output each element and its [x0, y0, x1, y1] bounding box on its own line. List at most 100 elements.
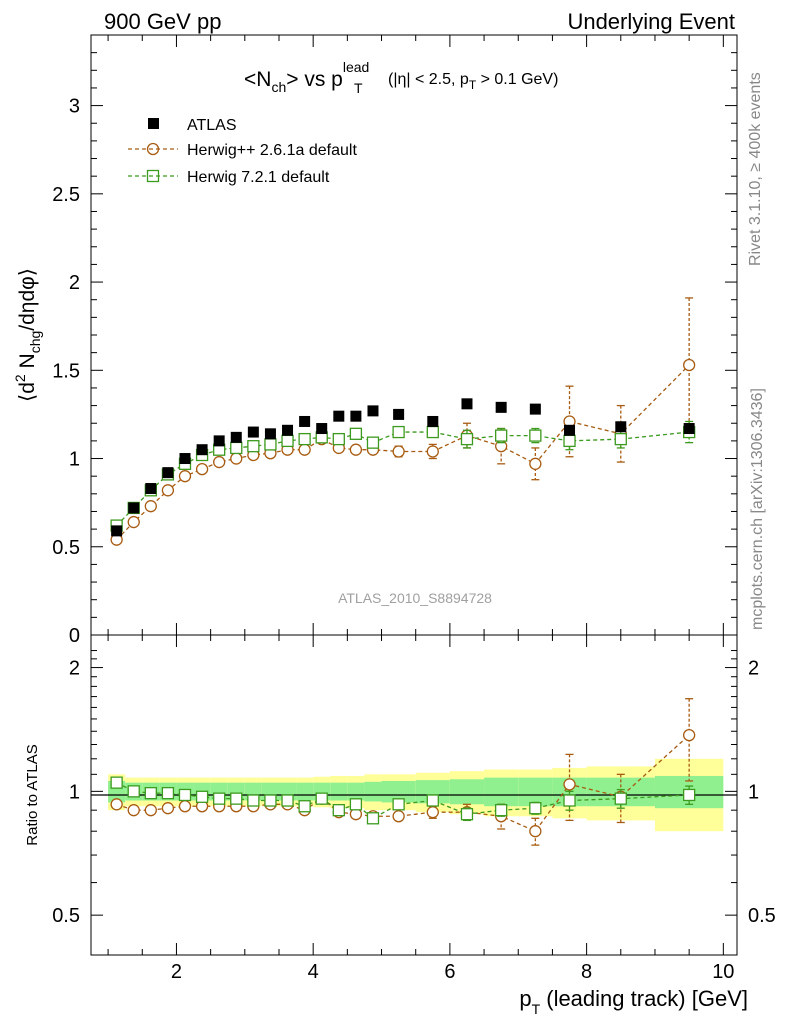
ratio-herwig7-point [195, 790, 209, 803]
herwig7-point [529, 429, 542, 442]
title-sup-lead: lead [343, 59, 369, 75]
atlas-point [282, 424, 294, 436]
title-cut1: (|η| < 2.5, p [388, 71, 469, 88]
ratio-herwig7-point [332, 804, 345, 817]
ratio-band-inner [381, 780, 416, 803]
ratio-herwig7-point [264, 794, 277, 807]
title-cuts: (|η| < 2.5, pT > 0.1 GeV) [388, 71, 558, 92]
ratio-herwig7-point [298, 800, 311, 813]
ratio-herwig7-point [563, 794, 576, 807]
atlas-point [333, 410, 345, 422]
herwigpp-point [349, 443, 363, 456]
ratio-herwig7-point [110, 776, 123, 789]
y-tick-label: 0.5 [52, 537, 80, 559]
legend-atlas-marker [148, 118, 159, 129]
ratio-herwig7-point [460, 808, 474, 821]
ratio-plot-frame [90, 634, 738, 956]
herwigpp-point [144, 500, 157, 513]
header-right: Underlying Event [567, 9, 735, 34]
ratio-herwig7-point [614, 792, 627, 805]
ratio-herwig7-point [682, 788, 696, 802]
y-tick-label: 1.5 [52, 360, 80, 382]
xlabel-b: (leading track) [GeV] [540, 986, 748, 1011]
herwigpp-point [682, 358, 696, 372]
ylabel-sub: chg [27, 331, 43, 354]
atlas-point [683, 423, 695, 435]
atlas-point [299, 415, 311, 427]
herwigpp-point [195, 462, 209, 476]
main-axis-ticks [91, 35, 737, 636]
analysis-watermark: ATLAS_2010_S8894728 [338, 590, 492, 606]
legend-herwig7-marker [146, 169, 160, 183]
atlas-point [213, 435, 225, 447]
ratio-y-tick-label: 2 [69, 658, 80, 680]
x-tick-label: 2 [171, 961, 182, 983]
ratio-band-inner [296, 782, 314, 801]
ratio-herwigpp-point [127, 804, 140, 817]
title-cut2: > 0.1 GeV) [476, 71, 558, 88]
ratio-band-inner [330, 782, 348, 801]
main-y-axis-label: ⟨d2 Nchg/dηdφ⟩ [12, 268, 43, 402]
ratio-herwigpp-point [110, 798, 123, 811]
ratio-herwig7-point [366, 812, 380, 825]
ylabel-a: ⟨d [16, 382, 39, 402]
herwigpp-point [213, 455, 226, 469]
atlas-point [247, 426, 259, 438]
ratio-herwig7-point [392, 798, 405, 811]
atlas-point [179, 453, 191, 465]
ratio-band-inner [449, 779, 485, 805]
main-plot-title: <Nch> vs plead [244, 59, 369, 95]
atlas-point [495, 401, 507, 413]
ratio-herwig7-point [127, 785, 140, 798]
atlas-point [393, 408, 405, 420]
legend-herwigpp-label: Herwig++ 2.6.1a default [187, 142, 357, 159]
title-sub-t: T [354, 80, 363, 96]
herwig7-point [426, 425, 439, 439]
ratio-herwig7-point [144, 786, 157, 800]
ratio-herwigpp-point [529, 825, 542, 838]
atlas-point [367, 405, 379, 417]
ratio-band-inner [415, 780, 450, 804]
header-left: 900 GeV pp [104, 9, 221, 34]
herwig7-point [264, 438, 277, 451]
main-y-tick-labels: 0 0.5 1 1.5 2 2.5 3 [52, 96, 80, 647]
ratio-herwigpp-point [161, 802, 175, 815]
atlas-point [615, 421, 627, 433]
atlas-point [111, 525, 123, 537]
ylabel-c: /dηdφ⟩ [16, 268, 39, 331]
herwig7-point [495, 429, 508, 442]
ratio-herwig7-point [230, 792, 243, 805]
atlas-point [529, 403, 541, 415]
title-cut-sub: T [469, 78, 477, 92]
herwigpp-point [529, 457, 542, 470]
ratio-herwigpp-point [426, 806, 439, 819]
y-tick-label: 1 [69, 449, 80, 471]
ratio-y-tick-label: 1 [69, 781, 80, 803]
atlas-point [350, 410, 362, 422]
herwig7-point [349, 427, 363, 440]
ratio-x-tick-labels: 2 4 6 8 10 [171, 961, 735, 983]
legend-herwigpp-marker [146, 142, 160, 156]
ratio-y-tick-labels: 0.5 0.5 1 1 2 2 [52, 658, 776, 928]
x-axis-label: pT (leading track) [GeV] [519, 986, 748, 1017]
herwig7-point [247, 440, 260, 453]
atlas-point [145, 483, 157, 495]
ratio-herwigpp-point [682, 728, 696, 742]
ratio-y-axis-label: Ratio to ATLAS [24, 744, 41, 845]
herwig7-point [230, 441, 243, 455]
herwigpp-point [230, 452, 243, 465]
ylabel-b: N [16, 353, 39, 374]
herwig7-point [366, 436, 380, 449]
y-tick-label: 0 [69, 625, 80, 647]
herwigpp-point [392, 445, 405, 458]
ratio-y-tick-label-right: 2 [748, 658, 759, 680]
herwigpp-line [116, 364, 690, 541]
atlas-point [564, 424, 576, 436]
mcplots-label: mcplots.cern.ch [arXiv:1306.3436] [749, 388, 766, 630]
herwigpp-point [161, 484, 175, 497]
herwigpp-point [127, 515, 140, 529]
ratio-band-inner [484, 777, 519, 807]
y-tick-label: 3 [69, 96, 80, 118]
xlabel-sub: T [532, 1001, 541, 1017]
x-tick-label: 6 [444, 961, 455, 983]
